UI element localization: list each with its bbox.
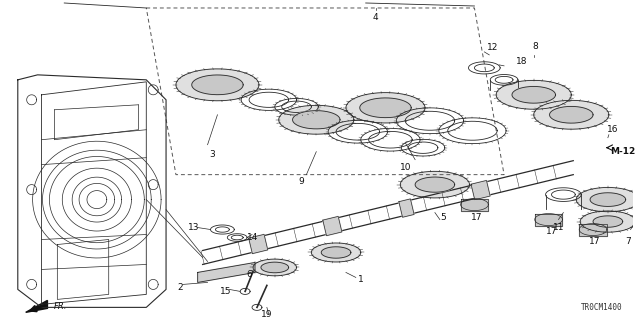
- Text: 7: 7: [625, 237, 630, 246]
- Text: 1: 1: [358, 275, 364, 284]
- Polygon shape: [512, 86, 556, 103]
- Polygon shape: [261, 262, 289, 273]
- Polygon shape: [399, 199, 414, 217]
- Text: TR0CM1400: TR0CM1400: [581, 303, 623, 312]
- Polygon shape: [292, 111, 340, 129]
- Polygon shape: [279, 105, 354, 134]
- Text: 4: 4: [372, 13, 378, 22]
- Text: 11: 11: [553, 223, 564, 232]
- Polygon shape: [580, 211, 636, 232]
- Text: 6: 6: [246, 270, 252, 279]
- Polygon shape: [461, 199, 488, 211]
- Polygon shape: [550, 107, 593, 123]
- Polygon shape: [311, 243, 361, 262]
- Polygon shape: [535, 213, 563, 226]
- Polygon shape: [346, 92, 425, 123]
- Polygon shape: [579, 224, 607, 236]
- Text: 12: 12: [486, 44, 498, 52]
- Polygon shape: [176, 69, 259, 101]
- Polygon shape: [415, 177, 454, 192]
- Polygon shape: [593, 216, 623, 227]
- Polygon shape: [471, 180, 490, 200]
- Polygon shape: [26, 300, 47, 312]
- Text: FR.: FR.: [53, 302, 67, 311]
- Text: 2: 2: [177, 283, 182, 292]
- Text: 9: 9: [299, 177, 305, 186]
- Polygon shape: [534, 100, 609, 129]
- Text: 17: 17: [470, 213, 482, 222]
- Text: 17: 17: [589, 237, 601, 246]
- Text: 16: 16: [607, 125, 618, 134]
- Text: 18: 18: [516, 57, 527, 66]
- Text: 15: 15: [220, 287, 231, 296]
- Text: 3: 3: [210, 150, 216, 159]
- Text: 8: 8: [533, 43, 539, 52]
- Polygon shape: [192, 75, 243, 95]
- Polygon shape: [576, 188, 639, 212]
- Polygon shape: [249, 234, 268, 254]
- Polygon shape: [496, 80, 572, 109]
- Polygon shape: [590, 193, 626, 206]
- Text: 17: 17: [546, 227, 557, 236]
- Text: 5: 5: [440, 213, 445, 222]
- Polygon shape: [400, 171, 470, 198]
- Polygon shape: [360, 98, 411, 118]
- Polygon shape: [198, 262, 255, 283]
- Text: 19: 19: [261, 310, 273, 319]
- Text: M-12: M-12: [610, 147, 635, 156]
- Text: 13: 13: [188, 223, 200, 232]
- Polygon shape: [253, 259, 296, 276]
- Text: 14: 14: [247, 233, 259, 242]
- Polygon shape: [321, 247, 351, 258]
- Polygon shape: [323, 216, 342, 236]
- Text: 10: 10: [399, 163, 411, 172]
